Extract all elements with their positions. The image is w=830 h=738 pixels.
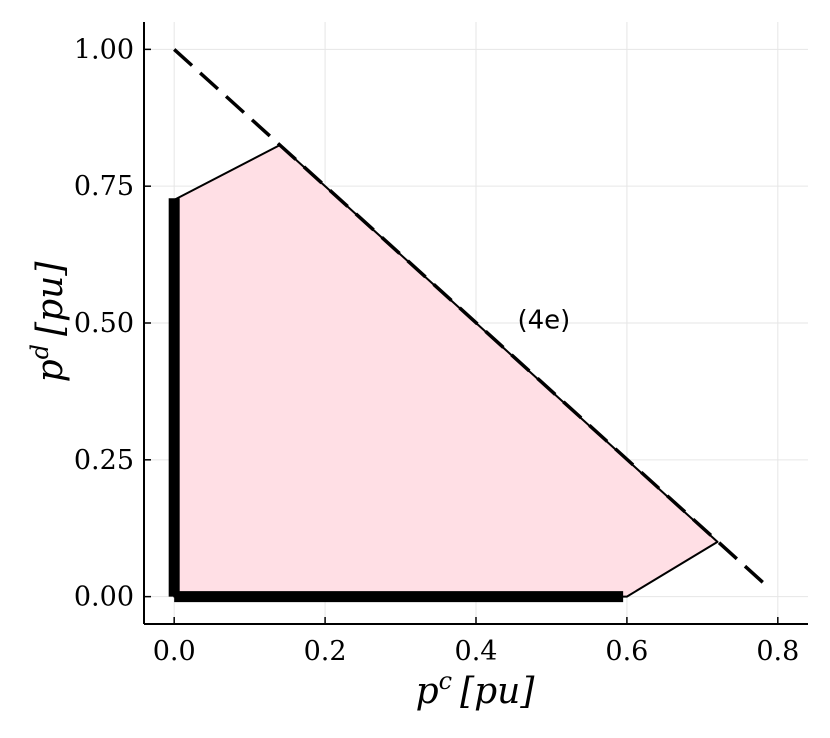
x-tick-label-4: 0.8 bbox=[756, 636, 799, 667]
x-axis-label-unit: [pu] bbox=[460, 671, 535, 712]
x-axis-label-sup: c bbox=[439, 667, 452, 695]
feasible-region bbox=[173, 144, 719, 598]
x-axis-label-base: p bbox=[416, 671, 439, 712]
x-tick-label-1: 0.2 bbox=[304, 636, 347, 667]
constraint-line bbox=[173, 48, 768, 587]
x-tick-label-3: 0.6 bbox=[605, 636, 648, 667]
annotations: (4e) bbox=[517, 305, 570, 335]
bound-segments bbox=[168, 198, 624, 603]
y-axis-label: pd [pu] bbox=[26, 261, 71, 383]
y-tick-label-2: 0.50 bbox=[74, 308, 134, 339]
x-tick-label-2: 0.4 bbox=[455, 636, 498, 667]
y-axis-label-base: p bbox=[30, 359, 71, 382]
y-axis-label-unit: [pu] bbox=[30, 261, 71, 336]
x-ticks: 0.0 0.2 0.4 0.6 0.8 bbox=[153, 617, 799, 667]
y-tick-label-3: 0.75 bbox=[74, 171, 134, 202]
x-axis-label: pc [pu] bbox=[416, 667, 536, 712]
y-ticks: 0.00 0.25 0.50 0.75 1.00 bbox=[74, 34, 151, 613]
y-tick-label-4: 1.00 bbox=[74, 34, 134, 65]
y-tick-label-1: 0.25 bbox=[74, 445, 134, 476]
y-axis-label-sup: d bbox=[26, 344, 54, 359]
x-tick-label-0: 0.0 bbox=[153, 636, 196, 667]
annotation-0: (4e) bbox=[517, 305, 570, 335]
y-tick-label-0: 0.00 bbox=[74, 582, 134, 613]
